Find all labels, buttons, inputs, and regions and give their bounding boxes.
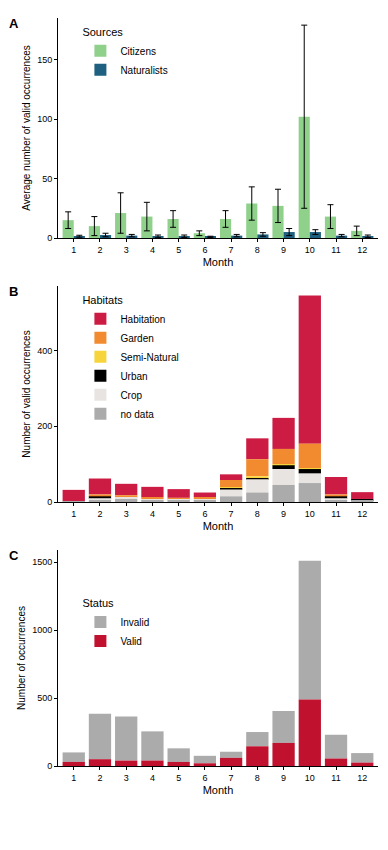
svg-text:Valid: Valid [120, 636, 141, 647]
svg-text:Urban: Urban [120, 371, 147, 382]
svg-text:Habitats: Habitats [82, 294, 123, 306]
svg-text:Habitation: Habitation [120, 314, 165, 325]
svg-text:10: 10 [305, 245, 315, 255]
svg-text:Semi-Natural: Semi-Natural [120, 352, 178, 363]
svg-text:50: 50 [42, 174, 52, 184]
svg-text:10: 10 [305, 509, 315, 519]
svg-text:3: 3 [124, 245, 129, 255]
svg-text:5: 5 [176, 509, 181, 519]
svg-text:150: 150 [37, 55, 52, 65]
svg-text:0: 0 [47, 233, 52, 243]
svg-text:8: 8 [255, 245, 260, 255]
svg-text:8: 8 [255, 509, 260, 519]
svg-text:Crop: Crop [120, 390, 142, 401]
svg-text:5: 5 [176, 773, 181, 783]
svg-text:2: 2 [97, 245, 102, 255]
svg-text:200: 200 [37, 421, 52, 431]
svg-text:Sources: Sources [82, 26, 123, 38]
svg-text:4: 4 [150, 245, 155, 255]
svg-text:1: 1 [71, 773, 76, 783]
svg-text:Citizens: Citizens [120, 46, 156, 57]
svg-text:Naturalists: Naturalists [120, 65, 167, 76]
svg-text:12: 12 [357, 509, 367, 519]
svg-text:10: 10 [305, 773, 315, 783]
svg-text:6: 6 [202, 773, 207, 783]
svg-text:Month: Month [203, 520, 234, 532]
svg-text:Garden: Garden [120, 333, 153, 344]
svg-text:2: 2 [97, 509, 102, 519]
svg-text:12: 12 [357, 245, 367, 255]
svg-text:1: 1 [71, 245, 76, 255]
svg-text:6: 6 [202, 245, 207, 255]
svg-text:400: 400 [37, 346, 52, 356]
svg-text:1: 1 [71, 509, 76, 519]
svg-text:Month: Month [203, 784, 234, 796]
svg-text:9: 9 [281, 509, 286, 519]
svg-text:C: C [9, 548, 19, 563]
svg-text:1000: 1000 [32, 625, 52, 635]
svg-text:0: 0 [47, 497, 52, 507]
svg-text:Number of valid occurrences: Number of valid occurrences [21, 330, 32, 457]
svg-text:8: 8 [255, 773, 260, 783]
svg-text:B: B [9, 284, 18, 299]
svg-text:4: 4 [150, 509, 155, 519]
svg-text:3: 3 [124, 773, 129, 783]
svg-text:1500: 1500 [32, 557, 52, 567]
svg-text:2: 2 [97, 773, 102, 783]
svg-text:Average number of valid occurr: Average number of valid occurrences [21, 45, 32, 210]
svg-text:5: 5 [176, 245, 181, 255]
svg-text:7: 7 [229, 773, 234, 783]
svg-text:Status: Status [82, 598, 114, 610]
svg-text:3: 3 [124, 509, 129, 519]
svg-text:6: 6 [202, 509, 207, 519]
svg-text:Invalid: Invalid [120, 617, 149, 628]
svg-text:A: A [9, 16, 19, 31]
svg-text:12: 12 [357, 773, 367, 783]
svg-text:Number of occurrences: Number of occurrences [16, 606, 27, 710]
svg-text:100: 100 [37, 114, 52, 124]
svg-text:Month: Month [203, 256, 234, 268]
svg-text:11: 11 [331, 773, 340, 783]
svg-text:500: 500 [37, 693, 52, 703]
svg-text:11: 11 [331, 245, 340, 255]
svg-text:7: 7 [229, 245, 234, 255]
svg-text:9: 9 [281, 773, 286, 783]
svg-text:no data: no data [120, 409, 154, 420]
svg-text:0: 0 [47, 761, 52, 771]
svg-text:4: 4 [150, 773, 155, 783]
svg-text:11: 11 [331, 509, 340, 519]
svg-text:9: 9 [281, 245, 286, 255]
svg-text:7: 7 [229, 509, 234, 519]
